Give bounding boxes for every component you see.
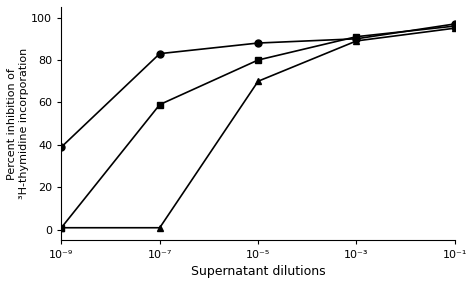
Y-axis label: Percent inhibition of
³H-thymidine incorporation: Percent inhibition of ³H-thymidine incor…	[7, 48, 28, 199]
X-axis label: Supernatant dilutions: Supernatant dilutions	[191, 265, 326, 278]
